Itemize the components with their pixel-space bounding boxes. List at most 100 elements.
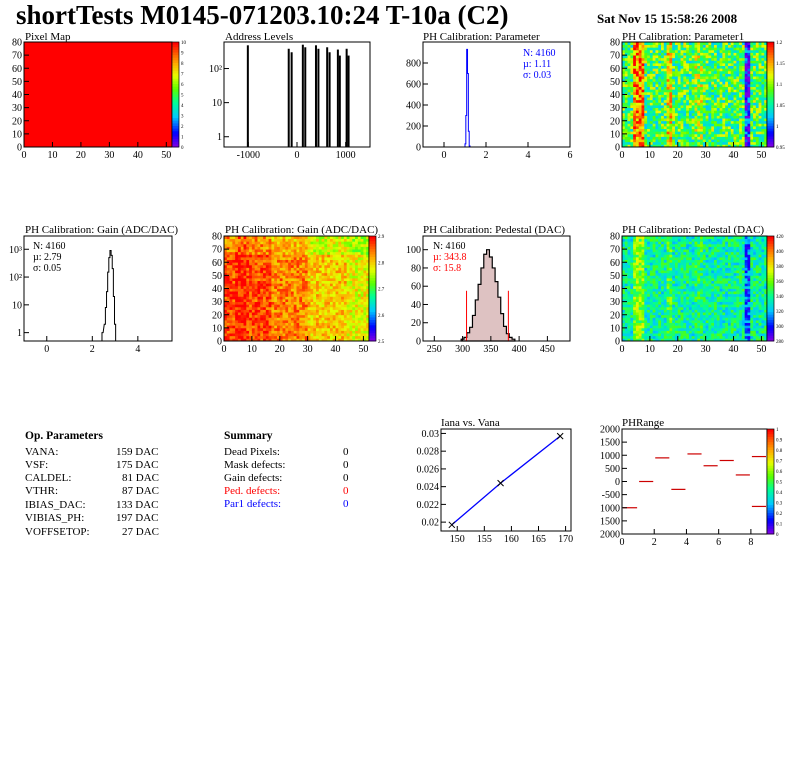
gain-map-cell — [360, 288, 364, 292]
ped-map-cell — [633, 296, 637, 300]
ph-param1-cell — [652, 118, 656, 122]
ph-param1-cell — [624, 44, 628, 48]
ph-param1-cell — [739, 126, 743, 130]
gain-map-cell — [324, 278, 328, 282]
ph-param1-cell — [727, 65, 732, 69]
ph-param1-cell — [700, 118, 704, 122]
ph-param1-cell — [719, 105, 723, 109]
ph-param1-cell — [725, 76, 729, 80]
ph-param1-cell — [741, 120, 746, 124]
gain-map-cell — [285, 327, 289, 331]
gain-map-cell — [263, 296, 267, 300]
ph-param1-cell — [722, 131, 726, 135]
ped-map-cell — [630, 325, 634, 329]
gain-map-cell — [321, 275, 325, 279]
ph-param1-cell — [644, 47, 648, 51]
ped-map-cell — [622, 236, 626, 240]
ped-map-cell — [630, 317, 634, 321]
gain-map-cell — [355, 327, 359, 331]
gain-map-cell — [271, 325, 275, 329]
ph-param1-cell — [755, 81, 760, 85]
ph-param1-cell — [686, 42, 690, 46]
ph-param1-cell — [627, 126, 631, 130]
ped-map-cell — [647, 257, 651, 261]
gain-map-cell — [240, 251, 244, 255]
ph-param1-cell — [655, 52, 659, 56]
gain-map-cell — [274, 317, 278, 321]
ph-param1-cell — [644, 94, 648, 98]
gain-map-cell — [265, 301, 270, 305]
gain-map-cell — [349, 264, 353, 268]
ph-param1-cell — [764, 139, 768, 143]
gain-map-cell — [235, 325, 239, 329]
ped-map-cell — [630, 309, 634, 313]
gain-map-cell — [285, 299, 289, 303]
ped-map-cell — [649, 283, 654, 287]
ped-map-cell — [647, 322, 651, 326]
gain-map-cell — [254, 275, 258, 279]
ph-param-xtick-label: 4 — [526, 150, 531, 161]
ph-param1-cell — [644, 42, 648, 46]
gain-map-cell — [279, 296, 283, 300]
gain-map-cell — [254, 299, 258, 303]
ped-map-cell — [652, 241, 656, 245]
ped-map-cell — [622, 238, 626, 242]
gain-map-cell — [299, 312, 303, 316]
ped-map-cell — [624, 320, 628, 324]
ped-map-cell — [649, 251, 654, 255]
gain-map-cell — [237, 243, 242, 247]
gain-map-cell — [310, 327, 314, 331]
gain-map-cell — [343, 312, 348, 316]
gain-map-cell — [254, 314, 258, 318]
ph-param1-cell — [688, 91, 693, 95]
gain-map-cell — [229, 335, 233, 339]
ph-param1-cell — [672, 76, 676, 80]
gain-map-cell — [274, 325, 278, 329]
gain-map-cell — [355, 320, 359, 324]
ph-param1-cell — [674, 118, 679, 122]
ph-param1-cell — [627, 89, 631, 93]
ph-param1-cell — [716, 120, 720, 124]
ph-param1-cell — [691, 139, 695, 143]
gain-map-cell — [307, 257, 311, 261]
ped-map-cell — [652, 270, 656, 274]
ph-param1-cell — [661, 81, 665, 85]
ph-param1-cell — [683, 128, 687, 132]
ph-param1-cell — [694, 131, 698, 135]
ph-param1-cell — [647, 49, 651, 53]
gain-map-cell — [226, 301, 230, 305]
gain-map-cell — [318, 241, 322, 245]
ph-param1-cell — [688, 112, 693, 116]
gain-map-cell — [296, 238, 300, 242]
gain-map-cell — [302, 327, 306, 331]
ph-param1-cell — [672, 57, 676, 61]
gain-map-cell — [321, 333, 325, 337]
ph-param1-palette-cell — [767, 115, 774, 119]
pixel-map-palette-cell — [172, 57, 179, 61]
address-level-bar — [304, 47, 307, 148]
ph-param1-cell — [661, 126, 665, 130]
ph-param1-cell — [705, 99, 709, 103]
ph-param1-cell — [739, 118, 743, 122]
gain-map-cell — [274, 267, 278, 271]
ph-param1-cell — [674, 49, 679, 53]
ph-param1-cell — [661, 141, 665, 145]
gain-map-cell — [293, 299, 297, 303]
ph-param1-cell — [727, 60, 732, 64]
ph-param1-cell — [672, 120, 676, 124]
ph-param1-cell — [700, 84, 704, 88]
pixel-map-palette-cell — [172, 120, 179, 124]
ped-map-cell — [624, 243, 628, 247]
gain-map-cell — [318, 291, 322, 295]
gain-map-cell — [290, 293, 295, 297]
gain-map-cell — [355, 301, 359, 305]
gain-map-cell — [288, 275, 292, 279]
ph-param1-cell — [635, 89, 640, 93]
gain-map-cell — [226, 262, 230, 266]
ph-param1-cell — [702, 60, 707, 64]
ph-param1-cell — [719, 47, 723, 51]
ph-param1-cell — [680, 55, 684, 59]
ped-map-cell — [627, 238, 631, 242]
gain-map-cell — [343, 322, 348, 326]
gain-map-ytick-label: 0 — [217, 337, 222, 348]
